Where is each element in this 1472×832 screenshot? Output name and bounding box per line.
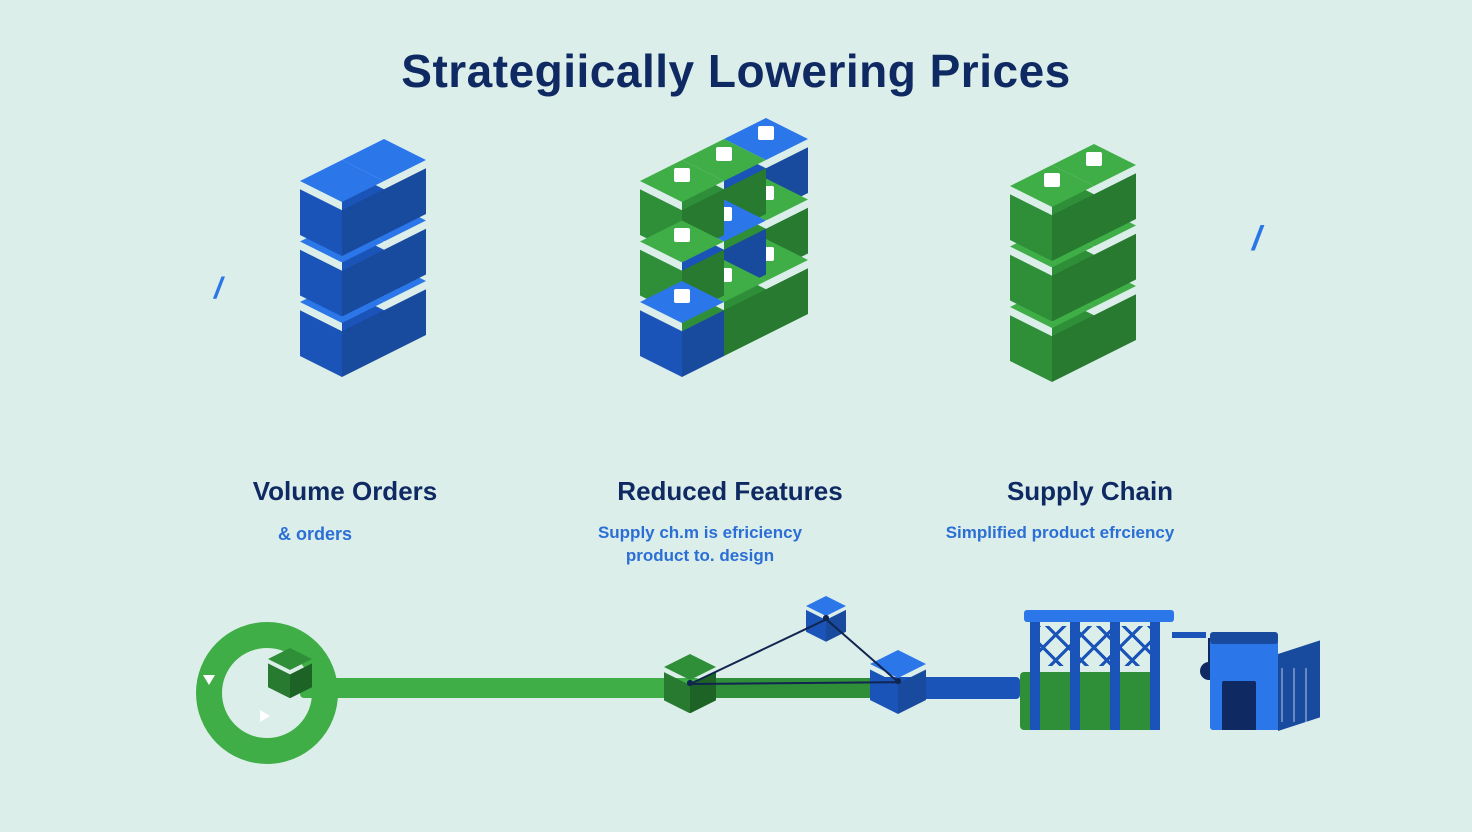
tag-icon <box>1086 152 1102 166</box>
accent-slash: / <box>1252 220 1261 259</box>
cube-icon <box>640 281 724 377</box>
column-subtitle-supply: Simplified product efrciency <box>930 522 1190 545</box>
flow-bar <box>300 678 700 698</box>
tag-icon <box>758 126 774 140</box>
column-title-volume: Volume Orders <box>165 476 525 507</box>
tag-icon <box>1044 173 1060 187</box>
arrow-icon <box>203 675 215 685</box>
connector-endpoint <box>687 680 693 686</box>
tag-icon <box>674 228 690 242</box>
tag-icon <box>716 147 732 161</box>
infographic-canvas: Strategiically Lowering Prices Volume Ord… <box>0 0 1472 832</box>
connector-endpoint <box>823 615 829 621</box>
arrow-icon <box>260 710 270 722</box>
connector-line <box>690 618 827 684</box>
tag-icon <box>674 168 690 182</box>
accent-slash: / <box>214 272 222 306</box>
column-subtitle-volume: & orders <box>185 522 445 546</box>
column-title-features: Reduced Features <box>550 476 910 507</box>
column-subtitle-features: Supply ch.m is efriciency product to. de… <box>570 522 830 568</box>
connector-endpoint <box>895 678 901 684</box>
column-title-supply: Supply Chain <box>910 476 1270 507</box>
factory-icon <box>1010 610 1190 730</box>
flow-node-box-a <box>268 648 312 698</box>
page-title: Strategiically Lowering Prices <box>0 44 1472 98</box>
cube-icon <box>300 160 384 256</box>
warehouse-icon <box>1210 640 1320 730</box>
tag-icon <box>674 289 690 303</box>
cube-icon <box>1010 165 1094 261</box>
